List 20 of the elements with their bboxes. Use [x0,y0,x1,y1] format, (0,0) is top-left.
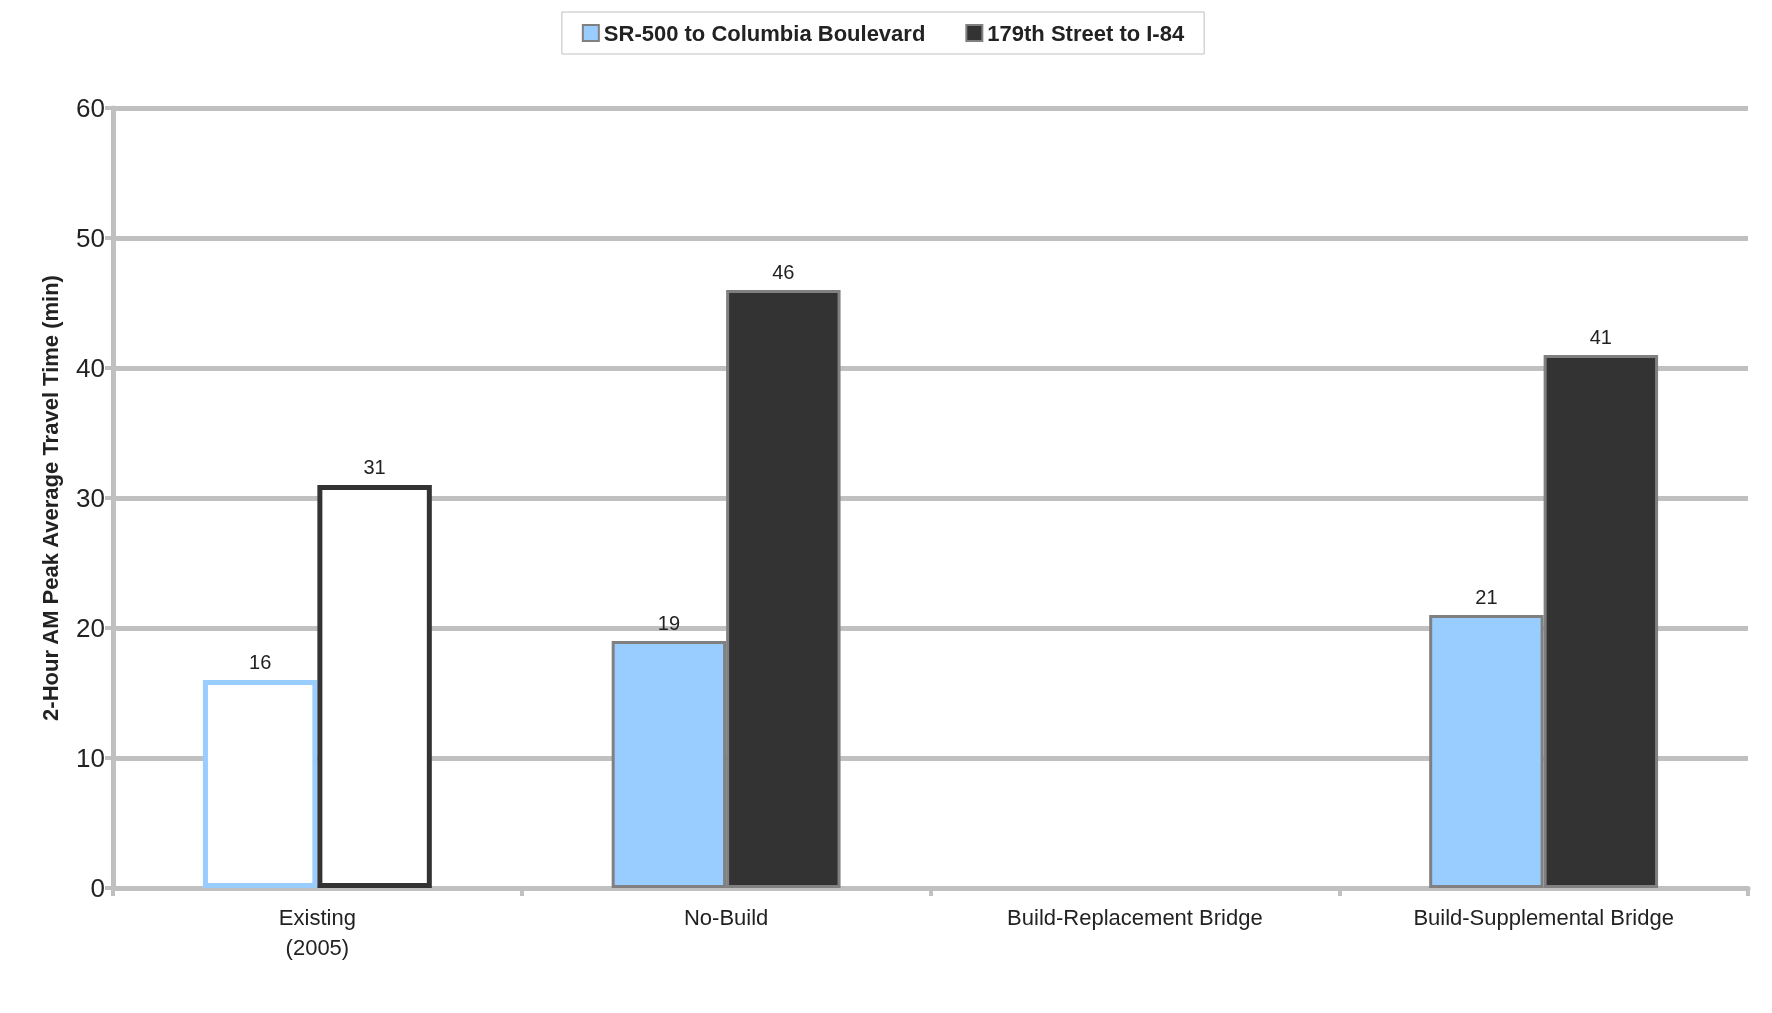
y-tick-label: 60 [76,93,105,123]
x-tick-label: Existing (2005) [278,904,356,960]
y-tick-label: 50 [76,223,105,253]
data-label: 31 [363,456,386,478]
data-label: 41 [1589,326,1612,348]
x-tick-label: Build-Replacement Bridge [1007,904,1263,930]
x-tick-label: Build-Supplemental Bridge [1413,904,1674,930]
data-label: 46 [772,261,795,283]
data-label: 16 [249,651,272,673]
y-tick-label: 10 [76,743,105,773]
data-label: 21 [1475,586,1498,608]
y-tick-label: 30 [76,483,105,513]
x-tick-label: No-Build [683,904,769,930]
legend-label: SR-500 to Columbia Boulevard [603,20,926,46]
y-tick-label: 0 [90,873,105,903]
y-tick-label: 40 [76,353,105,383]
y-axis-title: 2-Hour AM Peak Average Travel Time (min) [37,275,63,721]
legend-label: 179th Street to I-84 [987,20,1185,46]
y-tick-label: 20 [76,613,105,643]
data-label: 19 [657,612,681,634]
